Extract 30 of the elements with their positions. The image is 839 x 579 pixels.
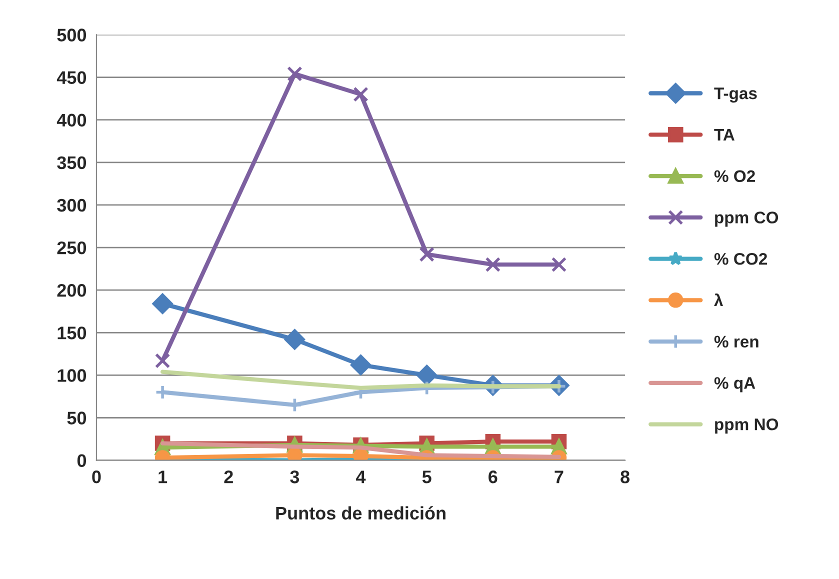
y-tick-label: 250 — [57, 241, 86, 254]
y-tick-label: 0 — [77, 454, 86, 468]
y-tick-label: 300 — [57, 198, 86, 212]
legend-label: T-gas — [714, 88, 757, 103]
y-tick-label: 400 — [56, 114, 86, 127]
legend-label: % O2 — [714, 170, 755, 182]
legend-label: TA — [714, 129, 735, 141]
x-tick-label: 4 — [356, 470, 366, 484]
y-tick-label: 50 — [67, 412, 86, 424]
y-tick-label: 200 — [57, 284, 86, 297]
legend-label: % CO2 — [714, 253, 768, 265]
legend-label: % ren — [714, 336, 758, 348]
legend-label: ppm CO — [715, 212, 778, 227]
x-tick-label: 3 — [290, 470, 300, 484]
x-tick-label: 8 — [620, 470, 630, 484]
x-tick-label: 0 — [92, 470, 101, 484]
legend-label: λ — [714, 294, 723, 306]
x-axis-title: Puntos de medición — [276, 506, 446, 520]
y-tick-label: 450 — [56, 71, 86, 84]
x-tick-label: 7 — [554, 470, 564, 484]
y-tick-label: 150 — [58, 326, 86, 340]
legend-label: ppm NO — [715, 418, 778, 434]
x-tick-label: 2 — [224, 470, 233, 484]
x-tick-label: 1 — [158, 470, 168, 484]
x-tick-label: 6 — [488, 470, 498, 484]
y-tick-label: 350 — [57, 156, 86, 170]
x-tick-label: 5 — [422, 470, 432, 484]
y-tick-label: 100 — [58, 369, 86, 382]
legend-label: % qA — [714, 377, 756, 392]
y-tick-label: 500 — [57, 28, 86, 42]
